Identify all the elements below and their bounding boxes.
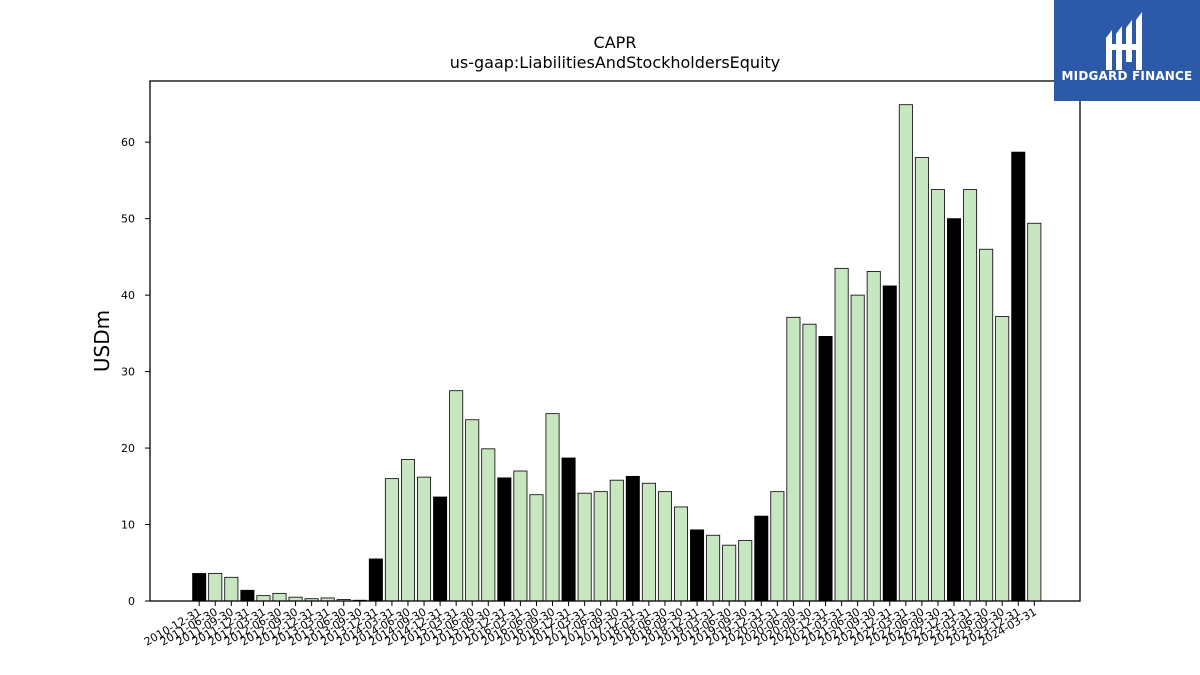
bar (850, 294, 865, 602)
bar (722, 544, 737, 602)
bar (192, 573, 207, 602)
bar (400, 459, 415, 602)
bar (384, 478, 399, 602)
bar (593, 491, 608, 602)
y-tick-label: 10 (121, 519, 135, 532)
y-tick-label: 30 (121, 366, 135, 379)
bar (947, 218, 962, 602)
bar (433, 496, 448, 602)
bar (802, 323, 817, 602)
y-tick-label: 20 (121, 442, 135, 455)
bar (240, 589, 255, 602)
bar (529, 494, 544, 602)
bar (882, 285, 897, 602)
y-tick-label: 60 (121, 136, 135, 149)
bar (561, 457, 576, 602)
bar (256, 595, 271, 602)
y-tick-label: 50 (121, 213, 135, 226)
bar (272, 592, 287, 602)
bar (738, 540, 753, 602)
bar (690, 529, 705, 602)
bar (995, 316, 1010, 602)
bar (898, 104, 913, 602)
y-axis-label: USDm (90, 310, 114, 372)
plot-frame (149, 80, 1081, 602)
y-tick-label: 0 (128, 595, 135, 608)
bar (834, 267, 849, 602)
bar (930, 189, 945, 602)
bar (465, 419, 480, 602)
bar (449, 390, 464, 602)
bar (963, 189, 978, 602)
bar (754, 515, 769, 602)
bar-series (192, 104, 1042, 602)
bar (657, 491, 672, 602)
chart-title: CAPR (594, 33, 637, 52)
brand-name: MIDGARD FINANCE (1061, 69, 1193, 83)
bar (866, 271, 881, 602)
bar (786, 316, 801, 602)
bar (577, 492, 592, 602)
bar (545, 413, 560, 602)
bar (979, 248, 994, 602)
bar (368, 558, 383, 602)
bar (1027, 222, 1042, 602)
logo-mark-icon (1106, 12, 1142, 70)
bar (625, 475, 640, 602)
bar (706, 534, 721, 602)
bar (1011, 151, 1026, 602)
bar (818, 336, 833, 602)
x-axis-ticks: 2010-12-312011-06-302011-09-302011-12-31… (142, 601, 1039, 649)
y-axis-ticks: 0 10 20 30 40 50 60 (121, 136, 150, 608)
bar (497, 477, 512, 602)
bar (641, 482, 656, 602)
bar (417, 476, 432, 602)
bar (674, 506, 689, 602)
bar (513, 470, 528, 602)
bar (481, 448, 496, 602)
bar (609, 479, 624, 602)
bar (208, 573, 223, 602)
bar (770, 491, 785, 602)
bar (224, 576, 239, 602)
y-tick-label: 40 (121, 289, 135, 302)
brand-logo: MIDGARD FINANCE (1054, 0, 1200, 101)
chart-subtitle: us-gaap:LiabilitiesAndStockholdersEquity (450, 53, 781, 72)
bar (914, 157, 929, 602)
